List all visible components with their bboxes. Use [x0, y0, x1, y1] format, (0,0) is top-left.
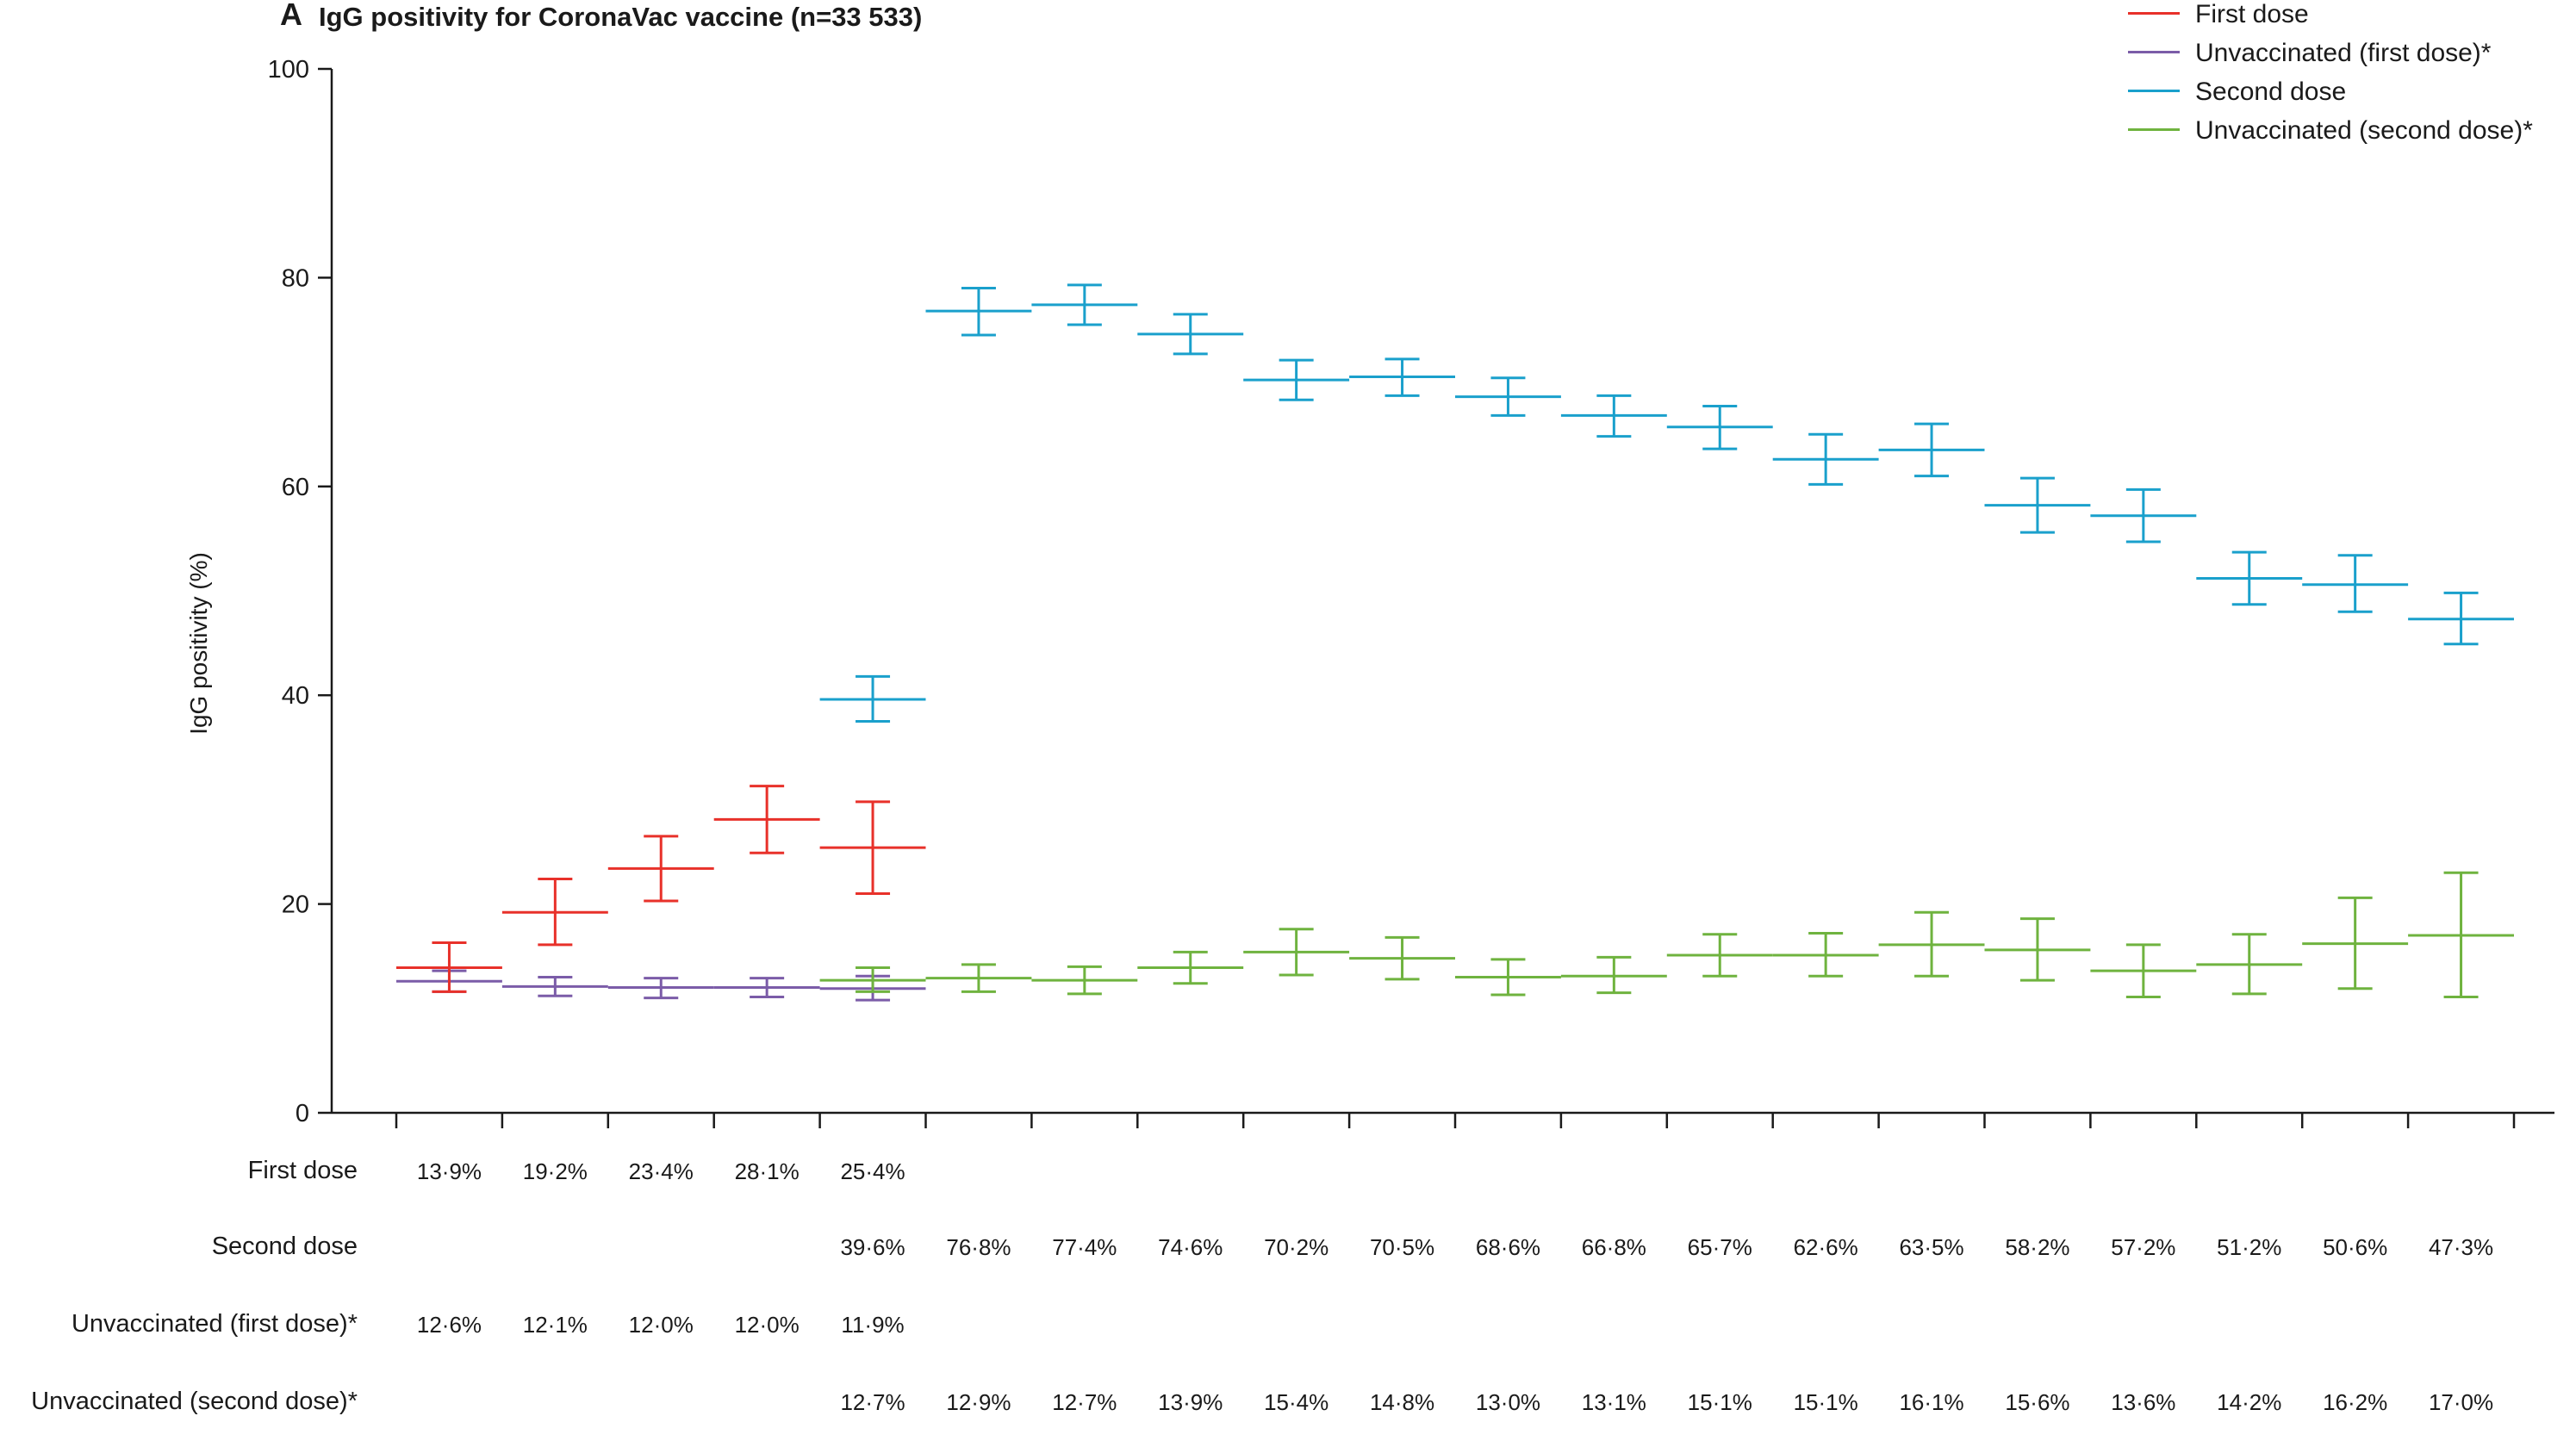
y-tick-label: 20: [282, 891, 309, 919]
table-cell: 47·3%: [2428, 1234, 2494, 1260]
legend-swatch: [2128, 90, 2180, 92]
table-cell: 17·0%: [2428, 1389, 2494, 1415]
table-row-label: Second dose: [211, 1233, 358, 1260]
table-cell: 12·7%: [1052, 1389, 1117, 1415]
table-cell: 19·2%: [522, 1158, 588, 1184]
y-tick-label: 0: [296, 1100, 309, 1127]
table-cell: 13·6%: [2111, 1389, 2176, 1415]
table-row-label: Unvaccinated (second dose)*: [31, 1388, 358, 1415]
table-cell: 15·1%: [1793, 1389, 1858, 1415]
table-cell: 58·2%: [2005, 1234, 2070, 1260]
table-cell: 15·1%: [1687, 1389, 1752, 1415]
table-cell: 62·6%: [1793, 1234, 1858, 1260]
legend-item: Unvaccinated (second dose)*: [2128, 116, 2576, 155]
table-cell: 68·6%: [1475, 1234, 1541, 1260]
table-cell: 65·7%: [1687, 1234, 1752, 1260]
table-cell: 13·0%: [1475, 1389, 1541, 1415]
panel-letter: A: [280, 0, 302, 32]
y-tick-label: 100: [268, 56, 309, 84]
table-cell: 15·4%: [1264, 1389, 1329, 1415]
table-cell: 16·1%: [1899, 1389, 1964, 1415]
table-cell: 14·2%: [2217, 1389, 2282, 1415]
table-cell: 23·4%: [628, 1158, 694, 1184]
table-row-label: First dose: [247, 1157, 358, 1184]
legend-label: Unvaccinated (second dose)*: [2195, 116, 2533, 145]
table-cell: 12·6%: [416, 1312, 482, 1338]
table-cell: 25·4%: [840, 1158, 905, 1184]
table-cell: 16·2%: [2323, 1389, 2388, 1415]
table-cell: 74·6%: [1158, 1234, 1223, 1260]
table-cell: 77·4%: [1052, 1234, 1117, 1260]
legend-label: Unvaccinated (first dose)*: [2195, 39, 2492, 67]
legend-label: First dose: [2195, 0, 2309, 28]
table-cell: 13·9%: [416, 1158, 482, 1184]
legend: First dose Unvaccinated (first dose)* Seco…: [2128, 0, 2576, 155]
y-tick-label: 40: [282, 682, 309, 710]
table-cell: 12·1%: [522, 1312, 588, 1338]
table-cell: 12·0%: [734, 1312, 800, 1338]
table-cell: 13·1%: [1581, 1389, 1646, 1415]
chart-title: IgG positivity for CoronaVac vaccine (n=…: [319, 2, 923, 32]
legend-swatch: [2128, 12, 2180, 15]
legend-swatch: [2128, 51, 2180, 53]
table-cell: 12·9%: [946, 1389, 1011, 1415]
table-cell: 76·8%: [946, 1234, 1011, 1260]
table-cell: 28·1%: [734, 1158, 800, 1184]
table-cell: 57·2%: [2111, 1234, 2176, 1260]
y-axis-label: IgG positivity (%): [185, 552, 212, 735]
table-cell: 70·5%: [1369, 1234, 1435, 1260]
table-cell: 14·8%: [1369, 1389, 1435, 1415]
y-tick-label: 80: [282, 264, 309, 292]
table-cell: 11·9%: [841, 1312, 905, 1338]
table-cell: 70·2%: [1264, 1234, 1329, 1260]
legend-item: Second dose: [2128, 78, 2576, 116]
table-cell: 39·6%: [840, 1234, 905, 1260]
legend-swatch: [2128, 128, 2180, 131]
table-cell: 13·9%: [1158, 1389, 1223, 1415]
table-cell: 51·2%: [2217, 1234, 2282, 1260]
table-cell: 15·6%: [2005, 1389, 2070, 1415]
legend-item: Unvaccinated (first dose)*: [2128, 39, 2576, 78]
table-cell: 50·6%: [2323, 1234, 2388, 1260]
legend-item: First dose: [2128, 0, 2576, 39]
table-cell: 12·7%: [840, 1389, 905, 1415]
legend-label: Second dose: [2195, 78, 2347, 106]
table-cell: 66·8%: [1581, 1234, 1646, 1260]
y-tick-label: 60: [282, 474, 309, 501]
table-row-label: Unvaccinated (first dose)*: [71, 1310, 358, 1338]
table-cell: 12·0%: [628, 1312, 694, 1338]
table-cell: 63·5%: [1899, 1234, 1964, 1260]
